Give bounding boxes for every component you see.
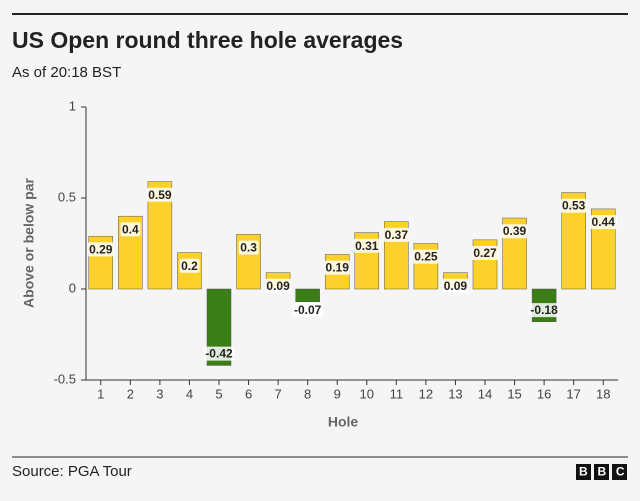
x-axis-label: Hole bbox=[328, 414, 359, 430]
chart-subtitle: As of 20:18 BST bbox=[12, 64, 121, 81]
source: Source: PGA Tour bbox=[12, 463, 132, 480]
x-tick-label: 15 bbox=[507, 386, 521, 401]
value-label-bg bbox=[501, 224, 529, 239]
x-tick-label: 13 bbox=[448, 386, 462, 401]
value-label-bg bbox=[324, 260, 351, 275]
y-tick-label: 1 bbox=[69, 98, 76, 113]
x-tick-label: 2 bbox=[127, 386, 134, 401]
value-label: 0.29 bbox=[89, 242, 113, 256]
value-label-bg bbox=[203, 346, 235, 361]
value-label: 0.27 bbox=[473, 246, 497, 260]
value-label: 0.4 bbox=[122, 222, 139, 236]
chart-title: US Open round three hole averages bbox=[12, 27, 403, 53]
value-label: 0.37 bbox=[385, 228, 409, 242]
value-label-bg bbox=[353, 238, 381, 253]
y-tick-label: 0 bbox=[69, 280, 76, 295]
value-label: 0.59 bbox=[148, 188, 172, 202]
x-tick-label: 8 bbox=[304, 386, 311, 401]
x-tick-label: 6 bbox=[245, 386, 252, 401]
value-label-bg bbox=[560, 198, 588, 213]
value-label: 0.09 bbox=[444, 279, 468, 293]
value-label-bg bbox=[120, 222, 141, 237]
x-tick-label: 4 bbox=[186, 386, 193, 401]
value-label-bg bbox=[264, 278, 292, 293]
value-label: 0.2 bbox=[181, 259, 198, 273]
value-label: 0.39 bbox=[503, 224, 527, 238]
logo-box bbox=[576, 464, 591, 480]
value-label: 0.31 bbox=[355, 239, 379, 253]
value-label-bg bbox=[292, 303, 324, 318]
x-tick-label: 3 bbox=[156, 386, 163, 401]
x-tick-label: 12 bbox=[419, 386, 433, 401]
value-label: 0.3 bbox=[240, 241, 257, 255]
bar bbox=[295, 288, 320, 302]
value-label-bg bbox=[238, 240, 259, 255]
value-label: 0.53 bbox=[562, 199, 586, 213]
logo-box bbox=[594, 464, 609, 480]
value-label-bg bbox=[383, 227, 410, 242]
y-axis-label: Above or below par bbox=[21, 177, 37, 307]
x-tick-label: 11 bbox=[390, 386, 404, 401]
value-label: -0.07 bbox=[294, 303, 322, 317]
value-label-bg bbox=[146, 187, 174, 202]
logo: BBC bbox=[579, 465, 634, 479]
value-label: 0.25 bbox=[414, 250, 438, 264]
x-tick-label: 17 bbox=[566, 386, 580, 401]
x-tick-label: 10 bbox=[360, 386, 374, 401]
value-label: -0.18 bbox=[530, 303, 558, 317]
x-tick-label: 7 bbox=[274, 386, 281, 401]
value-label-bg bbox=[87, 242, 115, 257]
x-tick-label: 18 bbox=[596, 386, 610, 401]
y-tick-label: -0.5 bbox=[54, 371, 76, 386]
value-label: 0.09 bbox=[266, 279, 290, 293]
value-label: 0.44 bbox=[592, 215, 616, 229]
value-label-bg bbox=[179, 258, 200, 273]
logo-box bbox=[612, 464, 627, 480]
x-tick-label: 9 bbox=[334, 386, 341, 401]
x-tick-label: 5 bbox=[215, 386, 222, 401]
value-label: 0.19 bbox=[326, 261, 350, 275]
x-tick-label: 1 bbox=[97, 386, 104, 401]
value-label-bg bbox=[412, 249, 440, 264]
y-tick-label: 0.5 bbox=[58, 189, 76, 204]
x-tick-label: 16 bbox=[537, 386, 551, 401]
value-label: -0.42 bbox=[205, 347, 233, 361]
value-label-bg bbox=[442, 278, 469, 293]
value-label-bg bbox=[528, 303, 560, 318]
value-label-bg bbox=[590, 215, 617, 230]
x-tick-label: 14 bbox=[478, 386, 492, 401]
value-label-bg bbox=[471, 246, 499, 261]
